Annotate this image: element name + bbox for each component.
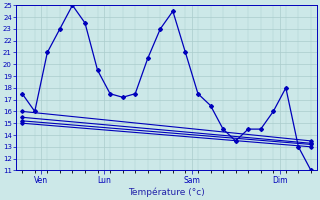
X-axis label: Température (°c): Température (°c) [128,188,205,197]
